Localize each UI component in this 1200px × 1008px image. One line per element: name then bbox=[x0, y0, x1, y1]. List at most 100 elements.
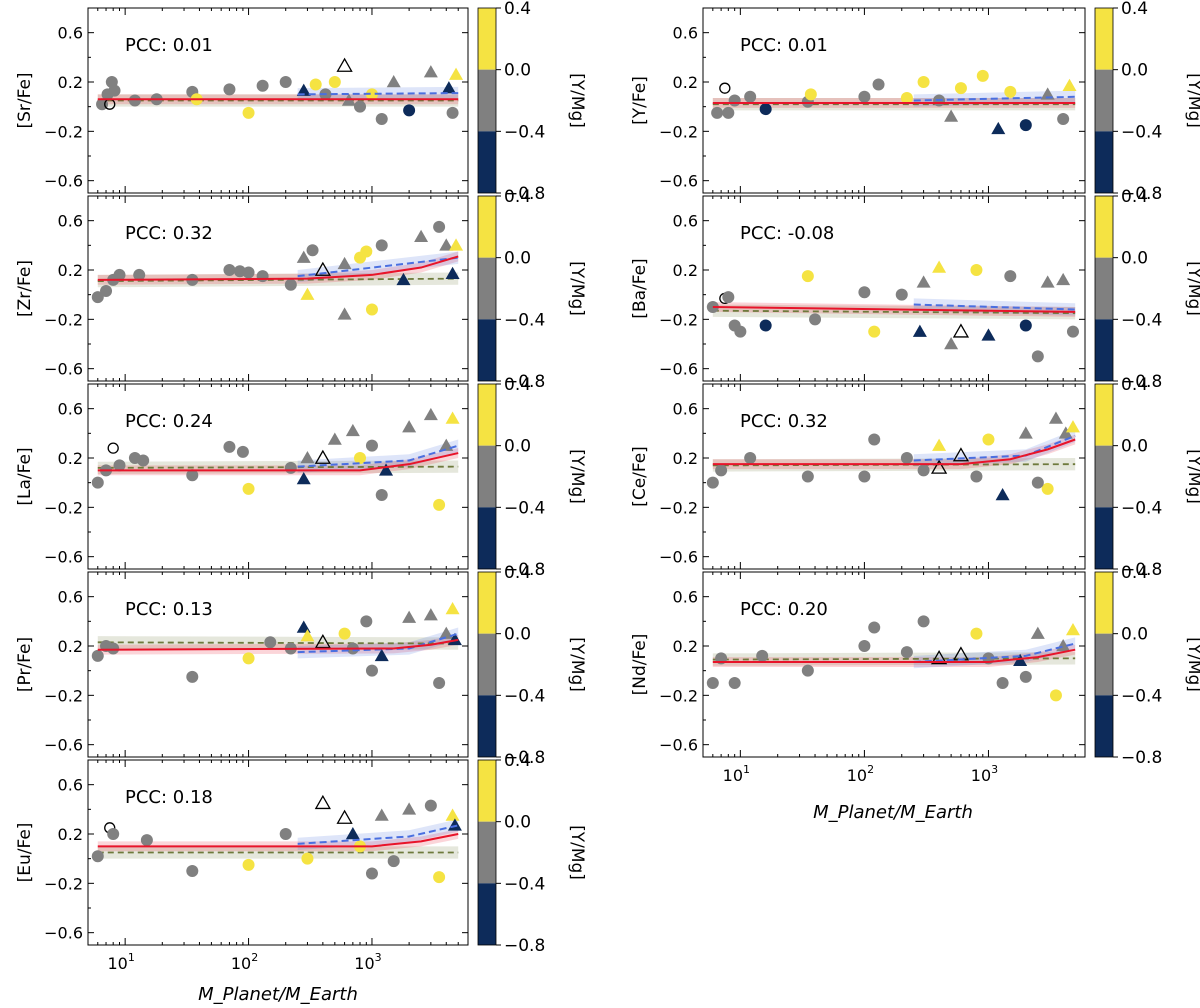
data-point-circle bbox=[375, 489, 388, 501]
colorbar-segment bbox=[1095, 257, 1113, 320]
data-point-triangle bbox=[1018, 426, 1033, 439]
y-axis-label: [La/Fe] bbox=[15, 447, 35, 505]
data-point-triangle bbox=[296, 471, 311, 485]
data-point-circle bbox=[858, 640, 871, 652]
data-point-triangle bbox=[314, 449, 331, 464]
axes-frame bbox=[87, 571, 469, 758]
colorbar-label: [Y/Mg] bbox=[567, 449, 587, 504]
plot-area bbox=[706, 411, 1080, 501]
colorbar-frame bbox=[477, 383, 497, 570]
pcc-annotation: PCC: 0.18 bbox=[125, 787, 213, 808]
y-tick-label: 0.2 bbox=[58, 261, 83, 280]
blue-fit-line bbox=[297, 92, 459, 96]
data-point-circle bbox=[360, 615, 373, 628]
colorbar: 0.4 0.0 −0.4 −0.8 [Y/Mg] bbox=[477, 563, 587, 768]
data-point-triangle bbox=[314, 261, 331, 276]
data-point-circle bbox=[1066, 325, 1079, 338]
panel-ndfe: 0.6 0.2 −0.2 −0.6 101 102 103 [Nd/Fe] PCC: 0.20 bbox=[630, 571, 1086, 785]
data-point-circle bbox=[279, 76, 292, 88]
y-axis-label: [Ce/Fe] bbox=[630, 446, 650, 507]
colorbar-tick-label: −0.8 bbox=[504, 748, 545, 768]
colorbar-segment bbox=[1095, 319, 1113, 381]
y-tick-label: −0.6 bbox=[44, 736, 83, 755]
data-point-circle bbox=[917, 76, 930, 88]
axes-frame bbox=[87, 7, 469, 194]
data-point-circle bbox=[387, 855, 400, 868]
axes-frame bbox=[702, 195, 1086, 382]
data-point-triangle bbox=[314, 633, 331, 649]
data-point-circle bbox=[433, 498, 446, 511]
y-tick-label: 0.2 bbox=[58, 73, 83, 92]
olive-fit-line bbox=[97, 465, 459, 469]
data-point-circle bbox=[1049, 689, 1062, 702]
data-point-circle bbox=[1031, 476, 1044, 489]
panel-lafe: 0.6 0.2 −0.2 −0.6 [La/Fe] PCC: 0.24 bbox=[15, 383, 469, 570]
data-point-triangle bbox=[944, 337, 959, 350]
data-point-circle bbox=[858, 90, 871, 103]
plot-area bbox=[96, 57, 464, 125]
data-point-triangle bbox=[445, 602, 460, 615]
data-point-circle bbox=[306, 244, 319, 257]
colorbar: 0.4 0.0 −0.4 −0.8 [Y/Mg] bbox=[1094, 187, 1200, 392]
data-point-triangle bbox=[402, 802, 417, 815]
data-point-circle bbox=[433, 677, 446, 689]
data-point-circle bbox=[917, 464, 930, 477]
data-point-triangle bbox=[414, 229, 429, 242]
blue-fit-line bbox=[913, 642, 1076, 664]
colorbar-tick-label: 0.4 bbox=[504, 375, 531, 395]
colorbar-frame bbox=[1094, 195, 1114, 382]
data-point-circle bbox=[1057, 113, 1070, 125]
y-tick-label: −0.2 bbox=[659, 310, 698, 329]
data-point-circle bbox=[284, 278, 297, 291]
red-band bbox=[712, 434, 1076, 470]
colorbar-segment bbox=[1095, 695, 1113, 757]
y-tick-label: 0.6 bbox=[673, 212, 698, 231]
colorbar-tick-label: 0.4 bbox=[504, 0, 531, 19]
y-tick-label: −0.2 bbox=[659, 686, 698, 705]
data-point-circle bbox=[759, 103, 772, 116]
data-point-circle bbox=[715, 464, 728, 477]
data-point-circle bbox=[301, 852, 314, 865]
data-point-circle bbox=[1019, 319, 1032, 332]
panels: 0.6 0.2 −0.2 −0.6 [Sr/Fe] PCC: 0.01 0.6 0.2 −0.2… bbox=[15, 7, 1086, 973]
panel-yfe: 0.6 0.2 −0.2 −0.6 [Y/Fe] PCC: 0.01 bbox=[630, 7, 1086, 194]
colorbar-segment bbox=[1095, 384, 1113, 446]
data-point-triangle bbox=[449, 238, 464, 251]
red-fit-line bbox=[97, 638, 459, 651]
data-point-circle bbox=[722, 291, 735, 304]
data-point-triangle bbox=[423, 65, 438, 78]
colorbar-tick-label: 0.4 bbox=[1121, 187, 1148, 207]
data-point-triangle bbox=[314, 794, 331, 810]
data-point-circle bbox=[91, 476, 104, 489]
data-point-circle bbox=[756, 649, 769, 662]
data-point-circle bbox=[1004, 270, 1017, 283]
y-tick-label: −0.6 bbox=[44, 360, 83, 379]
axes-frame bbox=[702, 7, 1086, 194]
data-point-triangle bbox=[1048, 411, 1063, 424]
y-tick-label: 0.2 bbox=[673, 449, 698, 468]
colorbar-tick-label: −0.4 bbox=[504, 498, 545, 518]
data-point-triangle bbox=[1065, 622, 1080, 636]
colorbar-label: [Y/Mg] bbox=[567, 261, 587, 316]
data-point-circle bbox=[970, 627, 983, 640]
data-point-circle bbox=[108, 84, 121, 97]
y-axis-label: [Y/Fe] bbox=[630, 76, 650, 125]
data-point-triangle bbox=[300, 451, 315, 464]
colorbar-tick-label: −0.4 bbox=[504, 122, 545, 142]
data-point-circle bbox=[801, 470, 814, 483]
axes-frame bbox=[87, 195, 469, 382]
colorbar-label: [Y/Mg] bbox=[1184, 449, 1200, 504]
data-point-circle bbox=[242, 858, 255, 871]
data-point-circle bbox=[403, 104, 416, 117]
data-point-circle bbox=[360, 245, 373, 258]
x-tick-label: 101 bbox=[107, 951, 134, 973]
colorbar-label: [Y/Mg] bbox=[1184, 637, 1200, 692]
y-tick-label: −0.2 bbox=[659, 498, 698, 517]
colorbar-segment bbox=[1095, 196, 1113, 258]
data-point-circle bbox=[186, 670, 199, 683]
data-point-circle bbox=[759, 319, 772, 332]
pcc-annotation: PCC: 0.24 bbox=[125, 411, 213, 432]
data-point-circle bbox=[728, 677, 741, 689]
data-point-circle bbox=[242, 652, 255, 665]
data-point-triangle bbox=[396, 272, 411, 286]
